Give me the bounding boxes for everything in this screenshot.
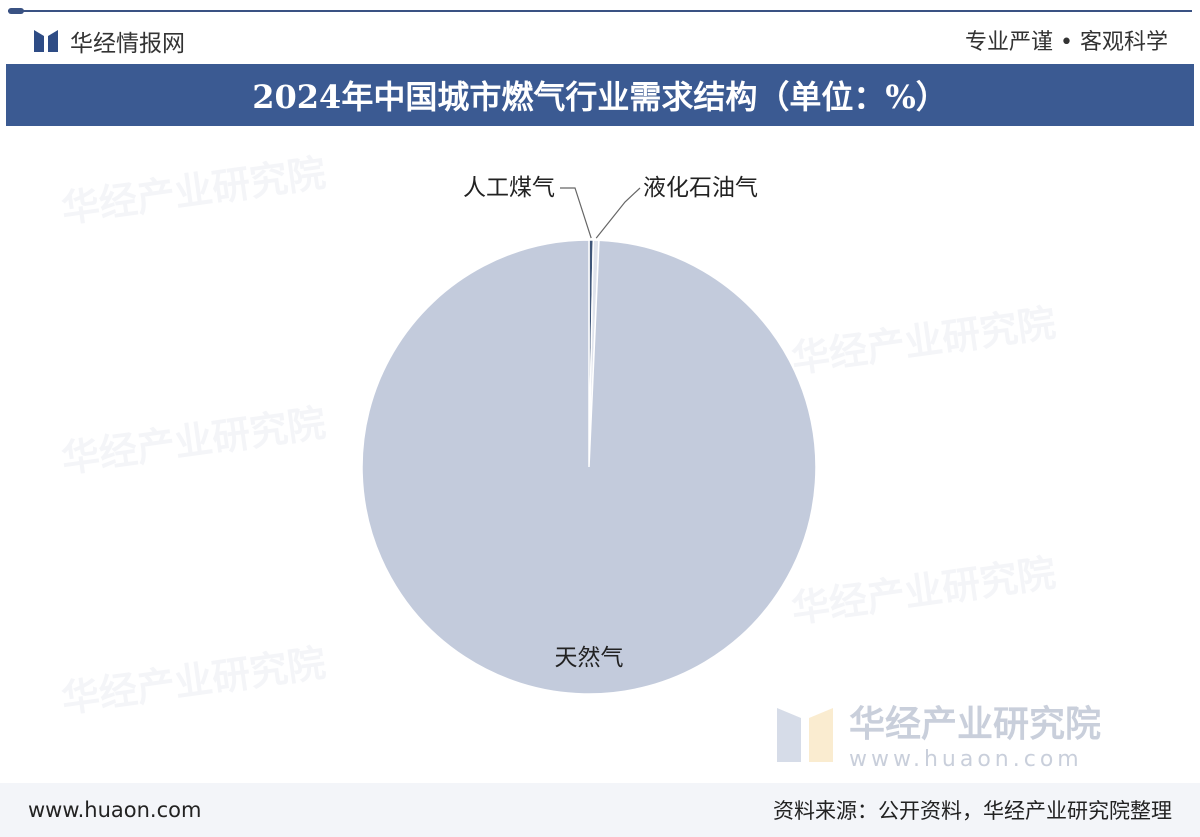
brand-logo-icon xyxy=(34,30,58,52)
watermark-logo-icon xyxy=(777,707,833,762)
watermark-name: 华经产业研究院 xyxy=(849,704,1102,745)
footer-source: 资料来源：公开资料，华经产业研究院整理 xyxy=(773,799,1172,823)
leader-line-0 xyxy=(560,187,592,239)
slice-label-0: 人工煤气 xyxy=(463,175,555,201)
top-rule xyxy=(8,8,1192,14)
watermark-url: www.huaon.com xyxy=(849,747,1083,772)
slogan: 专业严谨 • 客观科学 xyxy=(965,30,1168,55)
chart-title: 2024年中国城市燃气行业需求结构（单位：%） xyxy=(6,64,1194,126)
brand: 华经情报网 xyxy=(32,24,185,58)
watermark-logo: 华经产业研究院 www.huaon.com xyxy=(775,695,1101,772)
slice-label-1: 液化石油气 xyxy=(643,175,758,201)
leader-line-1 xyxy=(595,187,641,239)
footer: www.huaon.com 资料来源：公开资料，华经产业研究院整理 xyxy=(0,783,1200,837)
pie-slice-2 xyxy=(361,239,817,695)
brand-name: 华经情报网 xyxy=(70,31,185,57)
slice-label-2: 天然气 xyxy=(555,645,624,671)
footer-website[interactable]: www.huaon.com xyxy=(28,798,202,822)
